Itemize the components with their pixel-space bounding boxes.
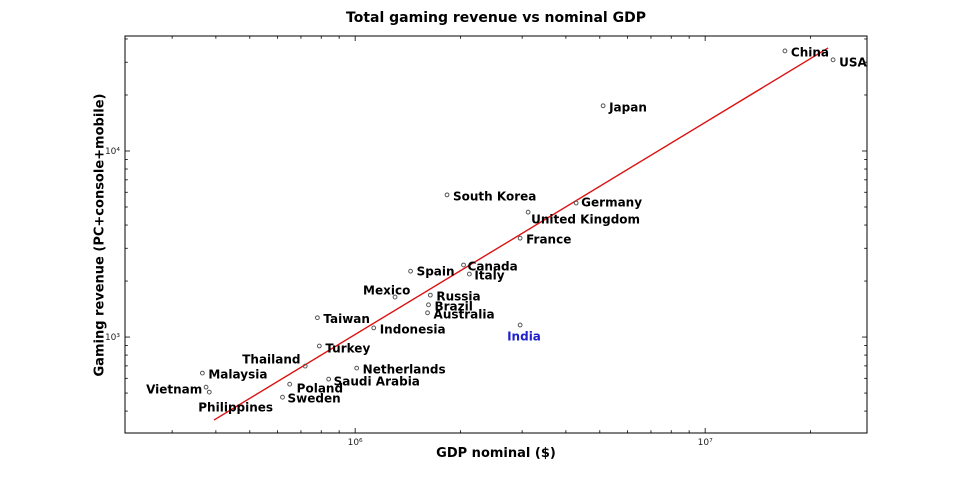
- data-point-malaysia: [199, 370, 205, 376]
- country-label-china: China: [791, 45, 829, 59]
- country-label-australia: Australia: [434, 307, 495, 321]
- country-label-indonesia: Indonesia: [380, 322, 446, 336]
- country-label-spain: Spain: [417, 265, 455, 279]
- country-label-brazil: Brazil: [434, 299, 472, 313]
- country-label-united-kingdom: United Kingdom: [531, 213, 640, 227]
- y-tick-label: 10⁴: [105, 147, 120, 157]
- country-label-sweden: Sweden: [287, 392, 340, 406]
- data-point-poland: [287, 381, 293, 387]
- data-point-china: [782, 48, 788, 54]
- axis-ticks: [125, 36, 867, 433]
- data-point-canada: [461, 262, 466, 268]
- country-label-india: India: [507, 330, 541, 344]
- data-point-brazil: [426, 302, 431, 308]
- data-point-taiwan: [314, 315, 320, 321]
- country-label-poland: Poland: [297, 382, 343, 396]
- data-point-japan: [600, 103, 606, 109]
- country-label-canada: Canada: [468, 259, 518, 273]
- x-axis-label: GDP nominal ($): [436, 446, 556, 461]
- data-point-russia: [427, 292, 433, 298]
- country-label-russia: Russia: [436, 290, 480, 304]
- country-label-turkey: Turkey: [325, 342, 370, 356]
- data-point-indonesia: [371, 325, 377, 331]
- data-point-mexico: [392, 294, 398, 300]
- y-tick-label: 10³: [105, 333, 120, 343]
- trend-line: [213, 47, 829, 421]
- country-label-germany: Germany: [581, 196, 642, 210]
- data-point-turkey: [316, 343, 322, 349]
- country-label-saudi-arabia: Saudi Arabia: [334, 375, 420, 389]
- country-label-mexico: Mexico: [363, 284, 410, 298]
- data-point-italy: [466, 271, 472, 277]
- country-label-south-korea: South Korea: [453, 189, 536, 203]
- country-label-italy: Italy: [474, 269, 504, 283]
- data-point-france: [517, 235, 523, 241]
- data-point-united-kingdom: [525, 209, 531, 215]
- country-label-vietnam: Vietnam: [146, 383, 202, 397]
- country-label-france: France: [526, 233, 571, 247]
- data-point-vietnam: [203, 384, 209, 390]
- data-point-south-korea: [444, 192, 450, 198]
- country-label-philippines: Philippines: [198, 401, 273, 415]
- data-point-india: [517, 322, 523, 328]
- country-label-taiwan: Taiwan: [323, 312, 370, 326]
- country-label-japan: Japan: [608, 100, 647, 114]
- data-point-sweden: [280, 394, 285, 400]
- data-point-thailand: [302, 363, 308, 369]
- plot-frame: [124, 35, 868, 434]
- data-point-australia: [425, 310, 430, 316]
- data-point-spain: [408, 268, 413, 274]
- country-label-usa: USA: [839, 55, 867, 69]
- country-label-malaysia: Malaysia: [208, 368, 267, 382]
- data-point-usa: [830, 57, 836, 63]
- data-point-germany: [573, 200, 579, 206]
- data-point-netherlands: [354, 365, 360, 371]
- x-tick-label: 10⁶: [348, 438, 363, 448]
- x-tick-label: 10⁷: [698, 438, 713, 448]
- data-point-saudi-arabia: [326, 376, 332, 382]
- country-label-netherlands: Netherlands: [363, 363, 446, 377]
- chart-title: Total gaming revenue vs nominal GDP: [346, 10, 646, 26]
- country-label-thailand: Thailand: [242, 353, 300, 367]
- data-point-philippines: [206, 389, 212, 395]
